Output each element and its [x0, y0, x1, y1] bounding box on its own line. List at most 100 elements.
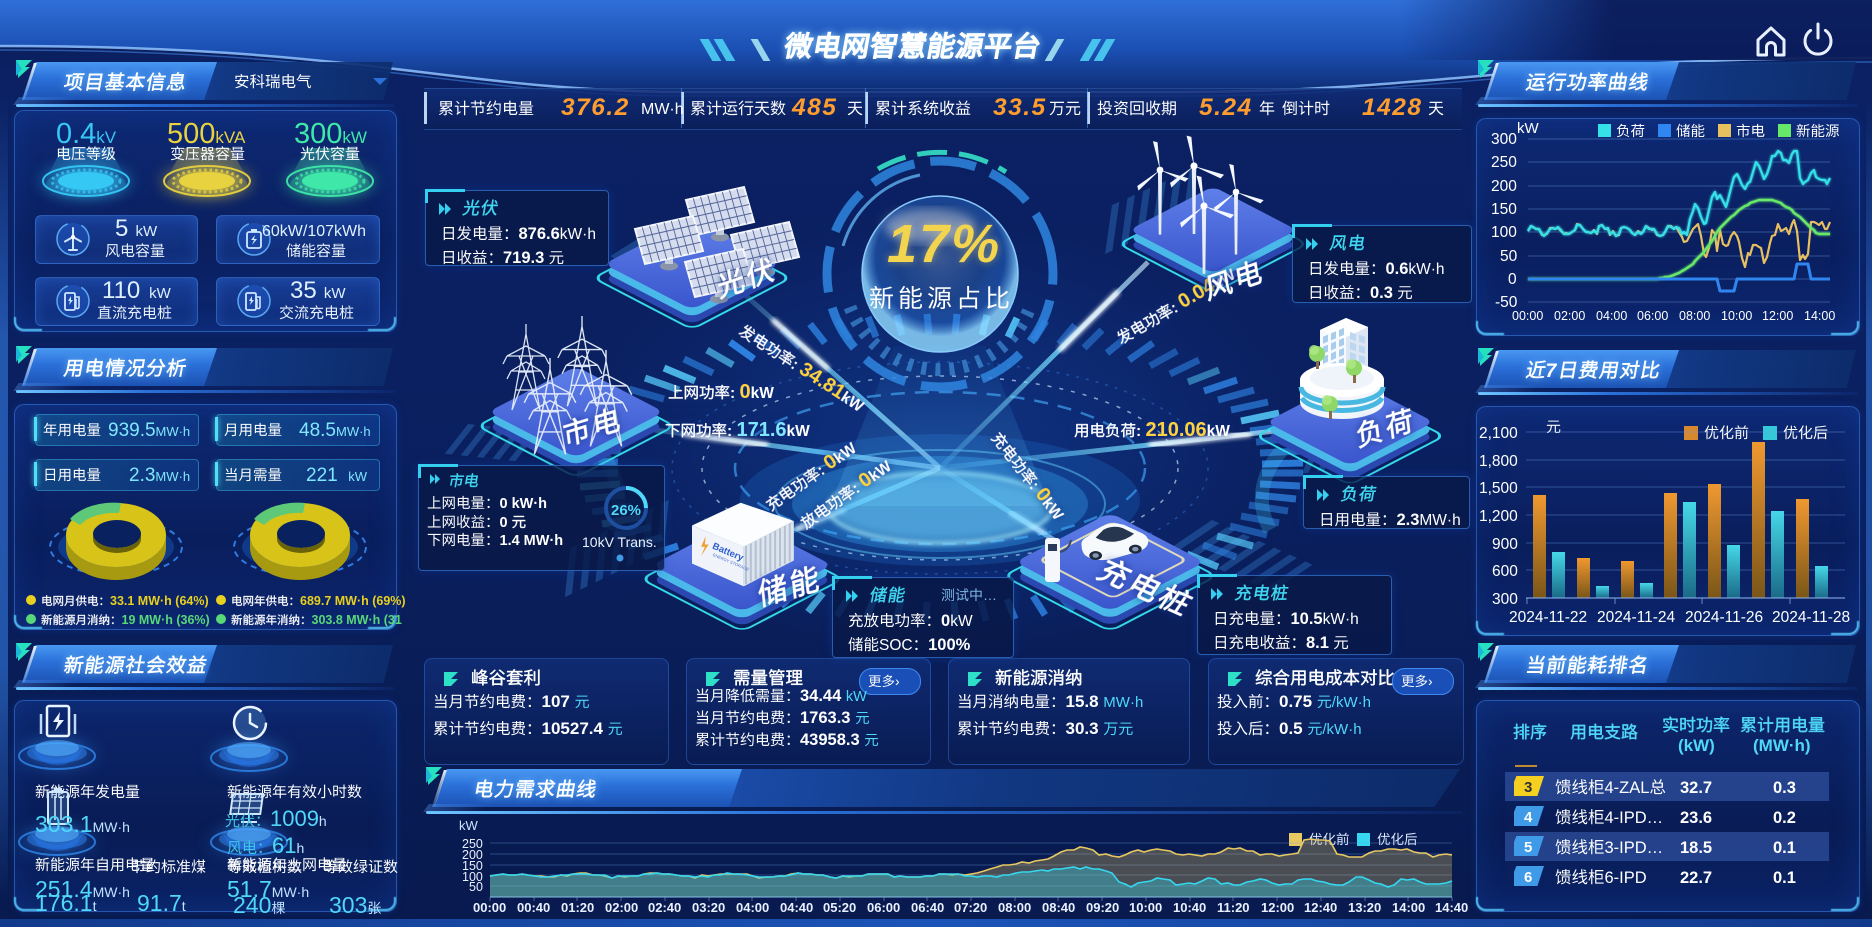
svg-text:300: 300 — [294, 118, 342, 150]
svg-text:00:40: 00:40 — [517, 900, 550, 915]
svg-text:4: 4 — [1524, 809, 1533, 826]
svg-text:14:00: 14:00 — [1392, 900, 1425, 915]
svg-text:SOC: SOC — [879, 637, 913, 654]
svg-text:12:00: 12:00 — [1261, 900, 1294, 915]
svg-text:›: › — [895, 673, 900, 689]
svg-text:10kV Trans.: 10kV Trans. — [582, 534, 657, 550]
svg-text:MW·h: MW·h — [155, 469, 190, 484]
svg-text:MW·h: MW·h — [93, 884, 130, 900]
svg-text:h: h — [297, 840, 305, 856]
svg-text:0: 0 — [740, 381, 751, 403]
svg-text:251.4: 251.4 — [35, 876, 93, 902]
svg-text:›: › — [1428, 673, 1433, 689]
svg-text:12:40: 12:40 — [1304, 900, 1337, 915]
svg-text:kW: kW — [129, 223, 159, 240]
svg-text:kW: kW — [846, 689, 867, 705]
svg-text:08:40: 08:40 — [1042, 900, 1075, 915]
svg-text:250: 250 — [1491, 154, 1517, 171]
svg-text:MW·h: MW·h — [336, 424, 371, 439]
svg-text:0.1: 0.1 — [1773, 839, 1796, 857]
svg-text:0.2: 0.2 — [1773, 809, 1796, 827]
svg-text:1428: 1428 — [1362, 94, 1423, 121]
svg-text:07:20: 07:20 — [954, 900, 987, 915]
svg-text:7: 7 — [1546, 360, 1558, 382]
svg-text:23.6: 23.6 — [1680, 809, 1712, 827]
svg-text:60kW/107kWh: 60kW/107kWh — [262, 223, 366, 240]
svg-text:48.5: 48.5 — [299, 420, 336, 441]
svg-text:/kW·h: /kW·h — [1322, 721, 1361, 738]
svg-text:51.7: 51.7 — [227, 876, 272, 902]
svg-text:04:40: 04:40 — [780, 900, 813, 915]
svg-text:5.24: 5.24 — [1199, 94, 1253, 121]
svg-text:1,500: 1,500 — [1479, 480, 1518, 497]
svg-text:13:20: 13:20 — [1348, 900, 1381, 915]
svg-text:0.3: 0.3 — [1773, 779, 1796, 797]
svg-text:kW·h: kW·h — [1323, 611, 1359, 628]
svg-text:10:00: 10:00 — [1721, 309, 1752, 323]
svg-text:06:00: 06:00 — [1637, 309, 1668, 323]
svg-text:4-IPD…: 4-IPD… — [1605, 809, 1664, 827]
svg-text:500: 500 — [167, 118, 215, 150]
svg-text:kW: kW — [317, 285, 347, 302]
svg-text:/kW·h: /kW·h — [1332, 694, 1371, 711]
svg-text:0: 0 — [941, 612, 950, 630]
svg-text::: : — [727, 423, 732, 440]
svg-text:1,200: 1,200 — [1479, 508, 1518, 525]
svg-text:kW: kW — [342, 128, 367, 147]
svg-text:14:40: 14:40 — [1435, 900, 1468, 915]
svg-text:43958.3: 43958.3 — [800, 731, 860, 749]
svg-text:2.3: 2.3 — [1397, 511, 1420, 529]
svg-text:06:00: 06:00 — [867, 900, 900, 915]
svg-text:719.3: 719.3 — [503, 249, 544, 267]
svg-text:kW: kW — [787, 423, 811, 440]
svg-text:18.5: 18.5 — [1680, 839, 1712, 857]
svg-text:10:40: 10:40 — [1173, 900, 1206, 915]
svg-text:0: 0 — [500, 515, 508, 531]
svg-text:6: 6 — [1524, 869, 1532, 886]
svg-text:kW: kW — [1517, 120, 1540, 137]
svg-text:01:20: 01:20 — [561, 900, 594, 915]
svg-text:939.5: 939.5 — [108, 420, 156, 441]
svg-text:250: 250 — [462, 837, 483, 851]
svg-text:kW: kW — [950, 613, 973, 630]
svg-text:300: 300 — [1492, 591, 1518, 608]
svg-text:50: 50 — [469, 880, 483, 894]
svg-text:200: 200 — [462, 848, 483, 862]
svg-text:1009: 1009 — [270, 806, 319, 831]
svg-text:kW·h: kW·h — [560, 226, 596, 243]
svg-text:0.3: 0.3 — [1370, 284, 1393, 302]
svg-text:22.7: 22.7 — [1680, 869, 1712, 887]
svg-text::: : — [1136, 423, 1141, 440]
svg-text:2.3: 2.3 — [129, 465, 155, 486]
svg-text:1763.3: 1763.3 — [800, 709, 850, 727]
svg-text:2024-11-22: 2024-11-22 — [1509, 609, 1587, 626]
svg-text:485: 485 — [791, 94, 837, 121]
svg-text:MW·h: MW·h — [155, 424, 190, 439]
svg-text:3: 3 — [1524, 779, 1532, 796]
svg-text:34.44: 34.44 — [800, 687, 842, 705]
svg-text:19 MW·h (36%): 19 MW·h (36%) — [122, 613, 210, 627]
svg-text:4-ZAL: 4-ZAL — [1605, 779, 1650, 797]
svg-text:02:00: 02:00 — [1554, 309, 1585, 323]
svg-text:0: 0 — [1508, 271, 1517, 288]
svg-text:t: t — [93, 898, 97, 914]
svg-text:150: 150 — [1491, 201, 1517, 218]
svg-text:150: 150 — [462, 859, 483, 873]
svg-text:176.1: 176.1 — [35, 890, 93, 916]
svg-text:h: h — [319, 813, 327, 829]
svg-text:kV: kV — [96, 128, 117, 147]
svg-text:2024-11-28: 2024-11-28 — [1772, 609, 1850, 626]
svg-text:171.6: 171.6 — [737, 419, 787, 441]
svg-text:600: 600 — [1492, 563, 1518, 580]
svg-text:303: 303 — [329, 892, 367, 918]
svg-text:05:20: 05:20 — [823, 900, 856, 915]
svg-text:2024-11-24: 2024-11-24 — [1597, 609, 1676, 626]
svg-text:…: … — [983, 587, 997, 603]
svg-text:00:00: 00:00 — [1512, 309, 1543, 323]
svg-text:02:40: 02:40 — [648, 900, 681, 915]
svg-text:MW·h: MW·h — [1103, 694, 1143, 711]
svg-text:3-IPD…: 3-IPD… — [1605, 839, 1664, 857]
svg-text:0.75: 0.75 — [1279, 692, 1312, 711]
svg-text:03:20: 03:20 — [692, 900, 725, 915]
svg-text:-50: -50 — [1495, 294, 1518, 311]
